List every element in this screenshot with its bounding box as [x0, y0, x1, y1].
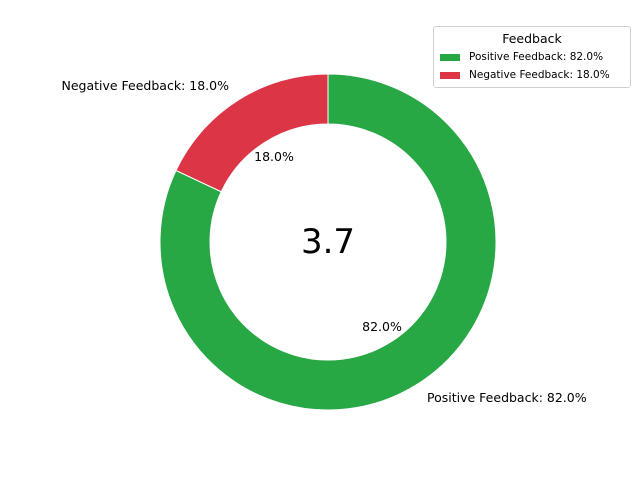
- legend-swatch-positive: [440, 53, 460, 61]
- legend-swatch-negative: [440, 71, 460, 79]
- legend-title: Feedback: [502, 31, 562, 46]
- slice-positive-feedback: [159, 73, 497, 411]
- legend-label-positive: Positive Feedback: 82.0%: [469, 51, 604, 63]
- pct-label-negative-feedback: 18.0%: [254, 149, 294, 164]
- legend-item-negative: Negative Feedback: 18.0%: [440, 68, 610, 82]
- legend: Feedback Positive Feedback: 82.0% Negati…: [433, 26, 631, 88]
- center-value: 3.7: [301, 222, 355, 262]
- legend-label-negative: Negative Feedback: 18.0%: [469, 69, 610, 81]
- labels-group: Positive Feedback: 82.0% 82.0% Negative Fe…: [61, 78, 586, 405]
- pct-label-positive-feedback: 82.0%: [362, 319, 402, 334]
- legend-item-positive: Positive Feedback: 82.0%: [440, 50, 603, 64]
- outer-label-negative-feedback: Negative Feedback: 18.0%: [61, 78, 229, 93]
- slice-negative-feedback: [175, 73, 329, 193]
- slices-group: [159, 73, 497, 411]
- outer-label-positive-feedback: Positive Feedback: 82.0%: [427, 390, 587, 405]
